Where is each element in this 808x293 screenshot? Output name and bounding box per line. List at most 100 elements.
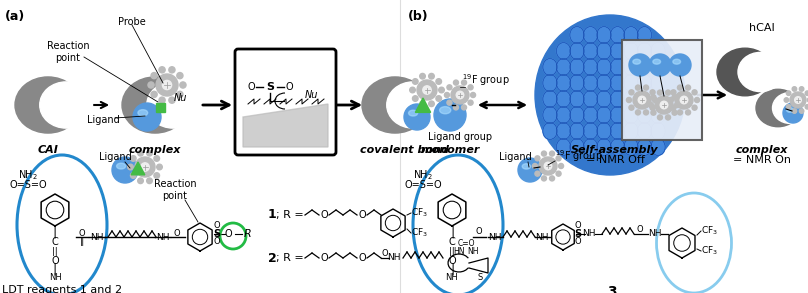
Polygon shape [243, 104, 328, 147]
Text: |: | [53, 263, 57, 275]
Ellipse shape [409, 110, 418, 116]
Circle shape [447, 100, 452, 105]
Ellipse shape [40, 82, 93, 128]
Text: Ligand: Ligand [86, 115, 120, 125]
Ellipse shape [756, 89, 800, 127]
Circle shape [423, 86, 431, 94]
Text: O=S=O: O=S=O [9, 180, 47, 190]
Text: O: O [381, 250, 389, 258]
Ellipse shape [570, 107, 584, 123]
Circle shape [130, 156, 136, 161]
Ellipse shape [147, 82, 200, 128]
Ellipse shape [624, 42, 638, 59]
Circle shape [675, 103, 680, 108]
Ellipse shape [772, 93, 808, 123]
Circle shape [412, 79, 418, 84]
Text: complex: complex [736, 145, 788, 155]
Circle shape [417, 80, 437, 100]
Ellipse shape [518, 158, 542, 182]
Circle shape [786, 91, 791, 96]
Ellipse shape [138, 110, 148, 116]
Circle shape [135, 157, 155, 177]
Circle shape [148, 82, 154, 88]
Circle shape [675, 91, 693, 109]
Bar [155, 103, 165, 112]
Ellipse shape [638, 91, 651, 108]
Circle shape [643, 110, 649, 115]
Circle shape [692, 90, 697, 95]
Ellipse shape [638, 122, 651, 139]
Text: NH: NH [467, 248, 479, 256]
Ellipse shape [624, 91, 638, 108]
Circle shape [677, 85, 683, 90]
Text: NH: NH [387, 253, 401, 263]
Text: $^{19}$F group: $^{19}$F group [555, 148, 603, 164]
Text: $^{19}$F group: $^{19}$F group [462, 72, 510, 88]
Circle shape [558, 163, 563, 168]
Circle shape [169, 67, 175, 73]
Circle shape [658, 115, 663, 120]
Circle shape [650, 105, 655, 110]
Circle shape [541, 176, 546, 181]
Text: |: | [450, 263, 454, 275]
Text: Ligand group: Ligand group [428, 132, 492, 142]
Ellipse shape [610, 91, 625, 108]
Ellipse shape [570, 122, 584, 139]
Ellipse shape [638, 75, 651, 91]
Circle shape [137, 150, 143, 156]
Ellipse shape [583, 122, 598, 139]
Circle shape [429, 74, 434, 79]
Text: (a): (a) [5, 10, 25, 23]
Circle shape [429, 101, 434, 107]
Ellipse shape [597, 139, 611, 155]
Circle shape [695, 98, 700, 103]
Ellipse shape [122, 77, 188, 133]
Text: CF$_3$: CF$_3$ [701, 245, 718, 257]
Text: S: S [478, 273, 482, 282]
Ellipse shape [583, 27, 598, 43]
Circle shape [141, 163, 149, 171]
Circle shape [453, 105, 458, 110]
Circle shape [412, 96, 418, 101]
Circle shape [805, 105, 808, 109]
Ellipse shape [651, 75, 665, 91]
Circle shape [680, 96, 688, 104]
Circle shape [549, 176, 554, 181]
Circle shape [451, 86, 469, 104]
Ellipse shape [116, 163, 126, 169]
Text: LDT reagents 1 and 2: LDT reagents 1 and 2 [2, 285, 122, 293]
Circle shape [666, 115, 671, 120]
Ellipse shape [638, 59, 651, 75]
Text: O: O [224, 229, 232, 239]
Circle shape [444, 93, 449, 98]
Text: ; R =: ; R = [276, 210, 304, 220]
Circle shape [650, 90, 655, 95]
Ellipse shape [583, 91, 598, 108]
Text: NH: NH [446, 273, 458, 282]
Circle shape [677, 110, 683, 115]
Circle shape [154, 156, 159, 161]
Circle shape [151, 73, 158, 79]
Circle shape [651, 95, 656, 100]
Ellipse shape [624, 59, 638, 75]
Text: CF$_3$: CF$_3$ [411, 207, 428, 219]
Text: NH: NH [48, 273, 61, 282]
Circle shape [653, 98, 658, 103]
Text: O: O [51, 256, 59, 266]
Text: S: S [574, 229, 582, 239]
Text: O: O [78, 229, 86, 238]
Text: ; R =: ; R = [276, 253, 304, 263]
Text: NH: NH [583, 229, 595, 239]
Text: O: O [574, 222, 581, 231]
Text: NH$_2$: NH$_2$ [413, 168, 433, 182]
Text: ||: || [449, 248, 455, 256]
Ellipse shape [638, 107, 651, 123]
Circle shape [468, 85, 473, 90]
Text: Nu: Nu [174, 93, 187, 103]
Polygon shape [131, 162, 145, 175]
Text: S: S [213, 229, 221, 239]
Circle shape [672, 95, 677, 100]
Ellipse shape [597, 122, 611, 139]
Text: S: S [266, 82, 274, 92]
Ellipse shape [669, 54, 691, 76]
